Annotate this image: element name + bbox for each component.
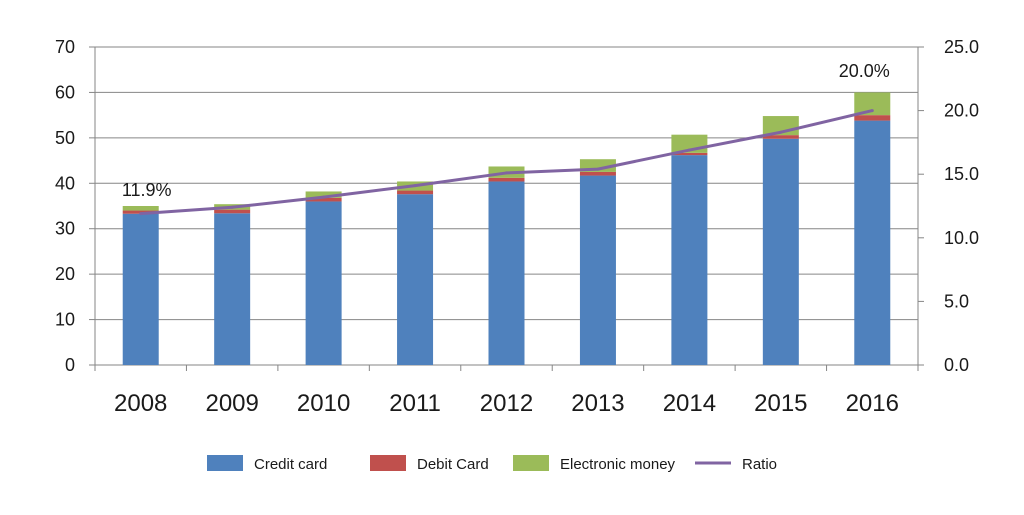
left-axis-tick-label: 0 xyxy=(65,355,75,375)
bar-electronic-money xyxy=(305,191,342,198)
legend-label-debit-card: Debit Card xyxy=(417,456,489,473)
line-point xyxy=(870,109,874,113)
legend-label-credit-card: Credit card xyxy=(254,456,327,473)
right-axis-tick-label: 20.0 xyxy=(944,101,979,121)
bar-debit-card xyxy=(397,190,434,195)
bar-electronic-money xyxy=(854,92,891,116)
bar-debit-card xyxy=(305,197,342,202)
legend-label-ratio: Ratio xyxy=(742,456,777,473)
bar-credit-card xyxy=(397,194,434,365)
left-axis-tick-label: 20 xyxy=(55,264,75,284)
right-axis-tick-label: 0.0 xyxy=(944,355,969,375)
line-point xyxy=(596,167,600,171)
line-point xyxy=(413,184,417,188)
left-axis-tick-label: 10 xyxy=(55,310,75,330)
line-point xyxy=(505,171,508,175)
bar-credit-card xyxy=(854,120,891,365)
bar-electronic-money xyxy=(122,206,159,211)
bar-credit-card xyxy=(488,181,525,365)
bar-credit-card xyxy=(122,213,159,365)
bar-credit-card xyxy=(671,155,708,365)
left-axis-tick-label: 30 xyxy=(55,219,75,239)
left-axis-tick-label: 40 xyxy=(55,173,75,193)
line-point xyxy=(230,205,234,209)
right-axis-tick-label: 15.0 xyxy=(944,164,979,184)
legend-swatch-electronic-money xyxy=(513,455,549,471)
line-point xyxy=(322,195,326,199)
right-axis-tick-label: 25.0 xyxy=(944,37,979,57)
bar-credit-card xyxy=(305,201,342,365)
data-label: 20.0% xyxy=(839,61,890,81)
left-axis-tick-label: 70 xyxy=(55,37,75,57)
line-point xyxy=(779,130,783,134)
x-axis-tick-label: 2011 xyxy=(389,390,441,417)
line-point xyxy=(139,212,143,216)
x-axis-tick-label: 2015 xyxy=(754,390,807,417)
x-axis-tick-label: 2014 xyxy=(663,390,716,417)
x-axis-tick-label: 2013 xyxy=(571,390,624,417)
bar-debit-card xyxy=(214,209,251,214)
left-axis-tick-label: 60 xyxy=(55,82,75,102)
x-axis-tick-label: 2016 xyxy=(846,390,899,417)
right-axis-tick-label: 5.0 xyxy=(944,291,969,311)
bar-debit-card xyxy=(671,152,708,156)
bar-debit-card xyxy=(488,177,525,182)
x-axis-tick-label: 2012 xyxy=(480,390,533,417)
legend-label-electronic-money: Electronic money xyxy=(560,456,676,473)
x-axis-tick-label: 2009 xyxy=(205,390,258,417)
legend-swatch-debit-card xyxy=(370,455,406,471)
x-axis-tick-label: 2008 xyxy=(114,390,167,417)
line-point xyxy=(687,148,691,152)
data-label: 11.9% xyxy=(122,180,172,200)
bar-credit-card xyxy=(579,175,616,365)
bar-credit-card xyxy=(214,213,251,365)
bar-credit-card xyxy=(762,138,799,365)
bar-debit-card xyxy=(854,115,891,121)
bar-debit-card xyxy=(579,171,616,176)
bar-debit-card xyxy=(762,135,799,139)
left-axis-tick-label: 50 xyxy=(55,128,75,148)
x-axis-tick-label: 2010 xyxy=(297,390,350,417)
legend-swatch-credit-card xyxy=(207,455,243,471)
right-axis-tick-label: 10.0 xyxy=(944,228,979,248)
